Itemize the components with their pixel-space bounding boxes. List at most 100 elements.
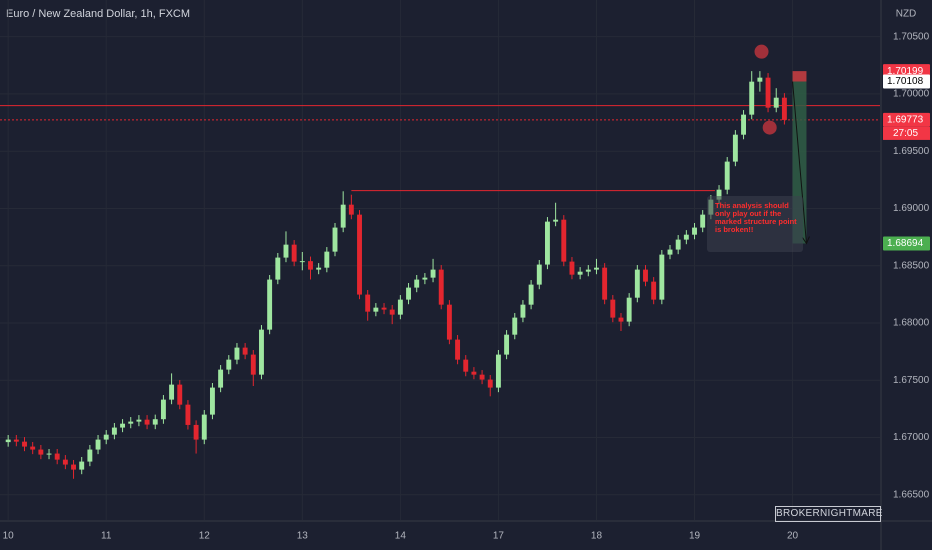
candle-body [365, 294, 371, 312]
candle-body [381, 307, 387, 310]
y-tick-label: 1.66500 [893, 489, 930, 500]
candle-body [553, 219, 559, 222]
candle-body [316, 267, 322, 270]
candle-body [348, 204, 354, 215]
candle-body [357, 214, 362, 295]
x-tick-label: 12 [199, 531, 211, 542]
candle-body [234, 347, 240, 360]
structure-marker [754, 44, 769, 59]
candle-body [585, 269, 591, 272]
price-label-bg [883, 74, 930, 89]
price-label: 1.70199 [887, 66, 924, 77]
candle-body [512, 317, 518, 335]
stop-zone [792, 71, 807, 82]
candle-body [741, 114, 746, 135]
structure-marker [762, 120, 777, 135]
candle-body [169, 384, 175, 400]
candle-body [626, 297, 632, 322]
candle-body [455, 339, 461, 360]
candle-body [22, 441, 27, 447]
x-tick-label: 17 [493, 531, 505, 542]
candle-body [120, 423, 126, 428]
candle-body [389, 309, 395, 315]
x-tick-label: 10 [3, 531, 15, 542]
candle-body [757, 77, 763, 82]
candle-body [299, 261, 305, 263]
candle-body [291, 244, 297, 262]
y-tick-label: 1.69000 [893, 203, 930, 214]
candle-body [111, 427, 117, 435]
projection-arrow [792, 81, 807, 244]
candle-body [700, 214, 706, 228]
candle-body [692, 227, 697, 235]
candle-body [724, 161, 730, 190]
candle-body [561, 219, 567, 262]
annotation: This analysis should only play out if th… [707, 196, 803, 252]
candle-body [218, 369, 224, 388]
countdown-label: 27:05 [893, 128, 918, 139]
candle-body [781, 97, 787, 120]
y-tick-label: 1.68000 [893, 318, 930, 329]
candle-body [242, 347, 248, 355]
price-label: 1.68694 [887, 238, 924, 249]
candle-body [283, 244, 289, 258]
candle-body [569, 261, 575, 275]
candle-body [683, 234, 689, 240]
candle-body [46, 453, 52, 455]
candle-body [152, 419, 158, 425]
candle-body [463, 359, 469, 372]
currency-label: NZD [896, 9, 917, 20]
candle-body [160, 399, 166, 420]
candle-body [144, 419, 150, 425]
candle-body [643, 269, 648, 282]
candle-body [487, 379, 493, 388]
candle-body [675, 239, 681, 250]
x-tick-label: 13 [297, 531, 309, 542]
candle-body [397, 299, 403, 315]
candle-body [54, 453, 60, 460]
candle-body [250, 354, 256, 375]
candle-body [430, 269, 436, 278]
candle-body [324, 251, 330, 268]
x-tick-label: 18 [591, 531, 603, 542]
price-label: 1.70108 [887, 76, 924, 87]
candle-body [201, 414, 207, 440]
candle-body [773, 97, 779, 108]
candle-body [373, 307, 379, 312]
candle-body [504, 334, 510, 355]
candle-body [340, 204, 346, 228]
candle-body [528, 284, 534, 305]
arrow-head [802, 236, 810, 245]
x-tick-label: 19 [689, 531, 701, 542]
candle-body [209, 387, 215, 415]
candle-body [471, 371, 477, 375]
candle-body [479, 374, 485, 380]
price-label: 1.69773 [887, 115, 924, 126]
candle-body [128, 421, 134, 424]
candle-body [594, 267, 599, 270]
price-label-bg [883, 236, 930, 251]
countdown-bg [883, 126, 930, 140]
candle-body [634, 269, 640, 298]
candle-body [732, 134, 738, 162]
candle-body [520, 304, 526, 318]
candle-body [30, 446, 36, 450]
candle-body [259, 329, 264, 375]
candle-body [414, 279, 420, 288]
candle-body [765, 77, 771, 108]
candle-body [193, 424, 199, 440]
candle-body [749, 81, 755, 115]
candle-body [87, 449, 93, 462]
candle-body [5, 439, 11, 443]
candle-body [618, 317, 624, 322]
candle-body [577, 271, 583, 275]
candle-body [185, 404, 191, 425]
candle-body [38, 449, 44, 455]
x-tick-label: 14 [395, 531, 407, 542]
candle-body [177, 384, 183, 405]
y-tick-label: 1.69500 [893, 146, 930, 157]
y-tick-label: 1.67500 [893, 375, 930, 386]
candle-body [406, 287, 411, 300]
candle-body [446, 304, 452, 340]
